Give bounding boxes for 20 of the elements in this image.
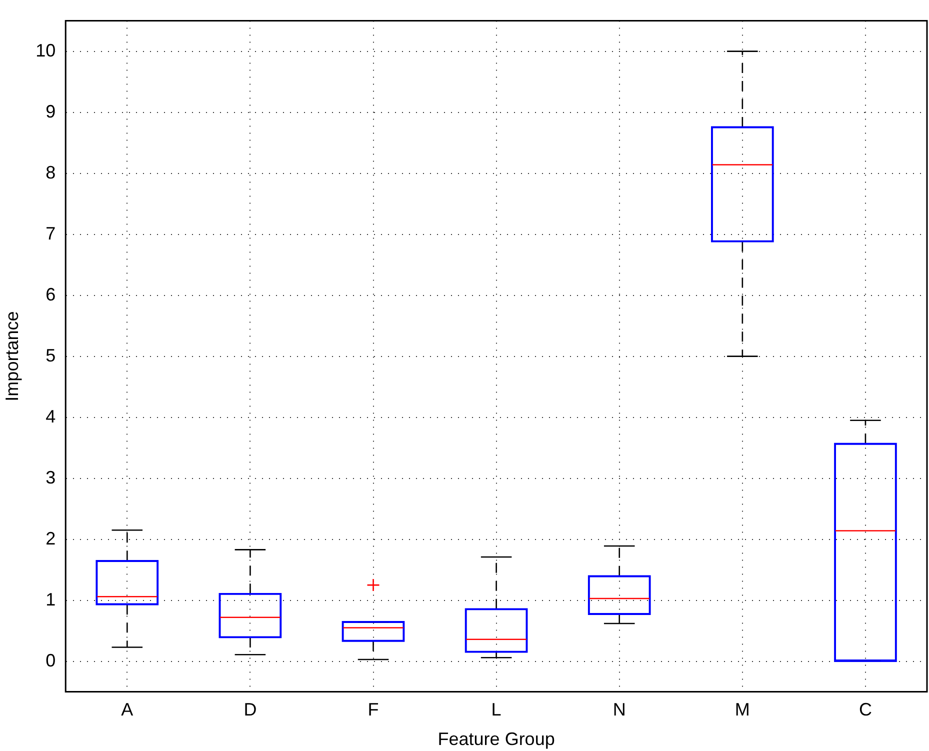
- x-tick-label: N: [612, 700, 626, 720]
- x-tick-label: F: [368, 700, 379, 720]
- y-tick-label: 8: [46, 162, 56, 182]
- y-tick-label: 7: [46, 223, 56, 244]
- x-axis-title: Feature Group: [438, 729, 555, 750]
- x-tick-label: M: [734, 700, 750, 720]
- y-tick-label: 2: [46, 528, 56, 548]
- x-tick-label: L: [491, 700, 502, 720]
- y-tick-label: 4: [46, 406, 56, 426]
- y-tick-label: 3: [46, 467, 56, 488]
- y-axis-title: Importance: [2, 311, 22, 402]
- y-tick-label: 0: [46, 650, 56, 670]
- y-tick-label: 6: [46, 284, 56, 304]
- x-tick-label: C: [858, 700, 872, 720]
- x-tick-label: D: [244, 700, 257, 720]
- y-tick-label: 9: [46, 101, 56, 122]
- y-tick-label: 1: [46, 589, 56, 610]
- x-tick-label: A: [121, 700, 134, 720]
- y-tick-label: 5: [46, 345, 56, 366]
- y-tick-label: 10: [36, 40, 56, 60]
